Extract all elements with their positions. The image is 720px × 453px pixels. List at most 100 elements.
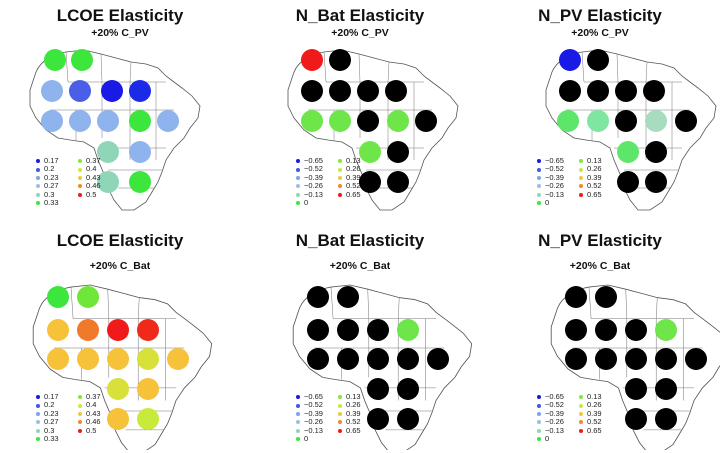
- legend-dot-icon: [78, 184, 82, 189]
- legend-label: 0.27: [44, 417, 59, 427]
- country-border: [625, 289, 628, 319]
- site-dot-11: [685, 348, 707, 370]
- site-dot-14: [107, 408, 129, 430]
- legend-entry: 0.3: [36, 190, 82, 199]
- legend-dot-icon: [296, 201, 300, 206]
- legend-label: 0: [304, 433, 309, 443]
- legend-dot-icon: [338, 184, 342, 189]
- legend-dot-icon: [78, 159, 82, 164]
- site-dot-10: [137, 348, 159, 370]
- legend-entry: −0.52: [296, 400, 342, 409]
- legend-entry: −0.26: [537, 417, 583, 426]
- legend-label: −0.26: [304, 181, 323, 191]
- legend-dot-icon: [78, 411, 82, 416]
- legend-dot-icon: [36, 175, 40, 180]
- africa-map: [292, 284, 473, 450]
- legend-entry: 0.65: [579, 426, 625, 435]
- site-dot-14: [617, 171, 639, 193]
- legend-entry: 0.26: [579, 164, 625, 173]
- legend-label: 0.65: [587, 189, 602, 199]
- site-dot-10: [387, 110, 409, 132]
- legend-entry: 0.43: [78, 409, 124, 418]
- site-dot-10: [129, 110, 151, 132]
- legend-entry: 0.65: [579, 189, 625, 199]
- legend-entry: 0.43: [78, 173, 124, 182]
- panel-subtitle: +20% C_Bat: [569, 260, 631, 272]
- legend-label: 0.39: [587, 172, 602, 182]
- legend-entry: 0: [537, 434, 583, 443]
- legend-entry: 0.46: [78, 417, 124, 426]
- site-dot-3: [301, 80, 323, 102]
- site-dot-13: [387, 141, 409, 163]
- legend-label: 0.65: [346, 425, 361, 435]
- site-dot-13: [129, 141, 151, 163]
- site-dot-13: [397, 378, 419, 400]
- site-dot-5: [107, 319, 129, 341]
- site-dot-6: [137, 319, 159, 341]
- legend-dot-icon: [579, 175, 583, 180]
- legend: −0.65 −0.52 −0.39 −0.26 −0.13 0 0.13 0.26 0.39 0.…: [296, 392, 386, 453]
- legend-label: 0.13: [346, 392, 361, 401]
- legend-entry: 0.26: [338, 400, 384, 410]
- site-dot-8: [337, 348, 359, 370]
- legend-label: 0.17: [44, 156, 59, 165]
- legend: 0.17 0.2 0.23 0.27 0.3 0.33 0.37 0.4 0.43 0.46 0.5: [36, 156, 126, 217]
- legend-dot-icon: [78, 403, 82, 408]
- site-dot-3: [307, 319, 329, 341]
- legend-dot-icon: [338, 420, 342, 425]
- site-dot-8: [595, 348, 617, 370]
- panel-title: LCOE Elasticity: [56, 231, 184, 250]
- legend-label: 0.26: [346, 400, 361, 410]
- legend-entry: −0.39: [296, 409, 342, 418]
- legend-label: 0.3: [44, 425, 55, 435]
- legend-dot-icon: [78, 395, 82, 400]
- site-dot-5: [101, 80, 123, 102]
- legend-entry: −0.26: [537, 181, 583, 190]
- legend-dot-icon: [579, 192, 583, 197]
- legend-dot-icon: [78, 428, 82, 433]
- africa-map: [29, 49, 201, 211]
- site-dot-6: [397, 319, 419, 341]
- legend-dot-icon: [579, 184, 583, 189]
- site-dot-3: [47, 319, 69, 341]
- legend-dot-icon: [78, 420, 82, 425]
- country-border: [137, 297, 140, 319]
- panel-subtitle: +20% C_Bat: [329, 260, 391, 272]
- legend-label: 0.26: [346, 164, 361, 174]
- legend-label: 0.13: [587, 392, 602, 401]
- site-dot-13: [655, 378, 677, 400]
- site-dot-6: [385, 80, 407, 102]
- legend-dot-icon: [36, 420, 40, 425]
- legend-label: −0.65: [304, 156, 323, 165]
- legend-label: −0.13: [545, 189, 564, 199]
- legend-dot-icon: [36, 167, 40, 172]
- legend-dot-icon: [537, 192, 541, 197]
- legend-dot-icon: [579, 420, 583, 425]
- site-dot-14: [97, 171, 119, 193]
- panel-title: N_Bat Elasticity: [295, 6, 425, 25]
- legend-dot-icon: [338, 192, 342, 197]
- site-dot-12: [359, 141, 381, 163]
- legend-dot-icon: [36, 184, 40, 189]
- legend-entry: 0.4: [78, 164, 124, 173]
- legend-entry: 0.65: [338, 190, 384, 199]
- legend-label: −0.13: [545, 425, 564, 435]
- legend-label: 0.33: [44, 197, 59, 207]
- site-dot-13: [137, 378, 159, 400]
- legend-label: −0.39: [304, 172, 323, 182]
- legend-dot-icon: [537, 403, 541, 408]
- legend-dot-icon: [537, 428, 541, 433]
- legend-dot-icon: [579, 167, 583, 172]
- legend-entry: 0.39: [579, 409, 625, 418]
- legend-entry: −0.26: [296, 181, 342, 191]
- legend-entry: −0.65: [537, 156, 583, 165]
- legend-entry: 0.33: [36, 434, 82, 443]
- legend-entry: 0.13: [338, 156, 384, 165]
- legend-dot-icon: [338, 428, 342, 433]
- site-dot-6: [655, 319, 677, 341]
- map-panel-nbat-cbat: N_Bat Elasticity +20% C_Bat −0.65 −0.52 −0…: [240, 225, 480, 450]
- legend-dot-icon: [36, 159, 40, 164]
- legend-label: 0.2: [44, 400, 55, 410]
- legend-label: −0.39: [545, 172, 564, 182]
- legend-dot-icon: [36, 428, 40, 433]
